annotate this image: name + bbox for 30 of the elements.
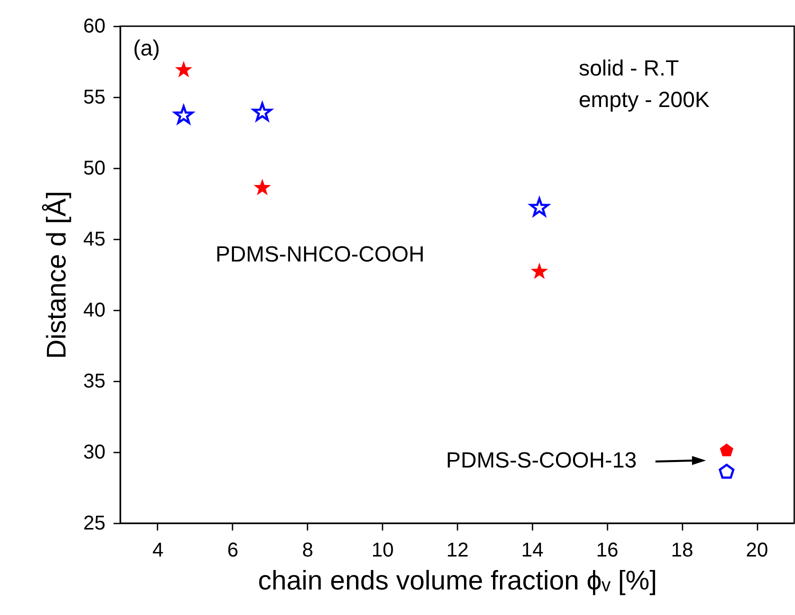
y-tick-label: 30	[83, 442, 106, 464]
point	[718, 464, 734, 479]
y-tick-label: 55	[83, 86, 106, 108]
x-tick-label: 4	[152, 540, 164, 562]
y-tick-label: 50	[83, 158, 106, 180]
y-tick-label: 60	[83, 16, 106, 38]
y-axis-title: Distance d [Å]	[41, 190, 72, 360]
point	[720, 444, 734, 456]
x-tick-label: 16	[596, 540, 618, 562]
y-tick-label: 45	[83, 228, 106, 250]
annotation: empty - 200K	[578, 86, 710, 112]
x-tick-label: 12	[446, 540, 469, 562]
x-tick-label: 6	[227, 540, 238, 562]
annotation: PDMS-NHCO-COOH	[215, 242, 424, 267]
x-tick-label: 18	[671, 540, 694, 562]
y-tick-label: 40	[83, 300, 106, 322]
point	[254, 178, 271, 196]
point	[530, 262, 548, 280]
annotation: solid - R.T	[578, 56, 679, 81]
x-tick-label: 10	[371, 540, 394, 562]
x-tick-label: 14	[521, 540, 544, 562]
x-tick-label: 8	[302, 540, 314, 562]
x-tick-label: 20	[746, 540, 768, 562]
x-axis-title: chain ends volume fraction ϕᵥ [%]	[258, 566, 657, 596]
point	[175, 60, 192, 78]
y-tick-label: 35	[83, 370, 106, 392]
annotation: (a)	[133, 36, 160, 61]
annotation: PDMS-S-COOH-13	[446, 448, 637, 473]
y-tick-label: 25	[83, 512, 106, 534]
point	[174, 105, 194, 124]
